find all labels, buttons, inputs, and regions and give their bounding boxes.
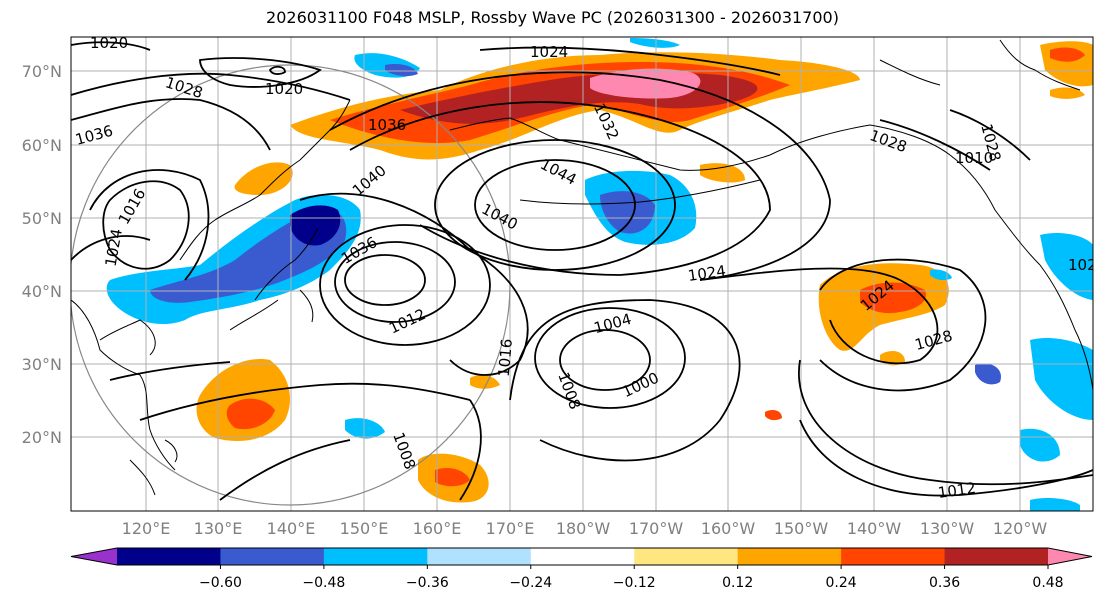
longitude-labels: 120°E 130°E 140°E 150°E 160°E 170°E 180°…: [122, 519, 1048, 538]
contour-label: 1024: [1068, 256, 1105, 274]
graticule: [71, 37, 1093, 511]
colorbar-tick-label: 0.48: [1032, 575, 1063, 591]
lon-label: 150°W: [774, 519, 829, 538]
colorbar-max-extension: [1048, 548, 1092, 565]
lon-label: 160°W: [701, 519, 756, 538]
contour-label: 1020: [265, 80, 303, 98]
positive-anomaly-shading: [196, 41, 1093, 503]
colorbar-min-extension: [71, 548, 117, 565]
latitude-labels: 70°N 60°N 50°N 40°N 30°N 20°N: [22, 62, 62, 447]
lon-label: 170°W: [629, 519, 684, 538]
lat-label: 40°N: [22, 282, 62, 301]
lon-label: 140°E: [267, 519, 316, 538]
colorbar-outline: [70, 547, 1093, 566]
lat-label: 50°N: [22, 209, 62, 228]
reference-circle: [71, 64, 511, 506]
lat-label: 30°N: [22, 355, 62, 374]
mslp-contours: [71, 41, 1093, 501]
lon-label: 120°E: [122, 519, 171, 538]
colorbar-tick-label: 0.24: [826, 575, 857, 591]
lat-label: 60°N: [22, 136, 62, 155]
colorbar-tick-label: −0.12: [613, 575, 656, 591]
contour-label: 1012: [937, 479, 977, 502]
colorbar-segment: [220, 548, 325, 565]
colorbar-tick-label: −0.24: [509, 575, 552, 591]
contour-label: 1020: [90, 34, 128, 52]
colorbar-tick-label: 0.12: [722, 575, 753, 591]
colorbar-segment: [944, 548, 1049, 565]
colorbar-segment: [323, 548, 428, 565]
colorbar-segment: [634, 548, 739, 565]
colorbar-segment: [841, 548, 946, 565]
colorbar: −0.60 −0.48 −0.36 −0.24 −0.12 0.12 0.24 0.36 0.4…: [70, 547, 1093, 591]
lat-label: 70°N: [22, 62, 62, 81]
contour-label: 1036: [368, 116, 406, 134]
lon-label: 130°E: [194, 519, 243, 538]
lon-label: 170°E: [486, 519, 535, 538]
map-frame: [70, 36, 1094, 512]
lon-label: 180°W: [556, 519, 611, 538]
lon-label: 150°E: [340, 519, 389, 538]
map-title: 2026031100 F048 MSLP, Rossby Wave PC (20…: [266, 8, 839, 27]
contour-label: 1024: [687, 262, 727, 285]
lat-label: 20°N: [22, 428, 62, 447]
colorbar-tick-label: −0.36: [406, 575, 449, 591]
negative-anomaly-shading: [106, 38, 1093, 511]
colorbar-segment: [117, 548, 221, 565]
lon-label: 140°W: [847, 519, 902, 538]
colorbar-segment: [737, 548, 842, 565]
contour-label: 1016: [495, 338, 516, 378]
lon-label: 160°E: [413, 519, 462, 538]
contour-label: 1010: [955, 149, 993, 167]
colorbar-tick-label: −0.48: [302, 575, 345, 591]
lon-label: 120°W: [993, 519, 1048, 538]
contour-label: 1024: [530, 43, 568, 61]
colorbar-segment: [427, 548, 532, 565]
colorbar-segment: [530, 548, 635, 565]
lon-label: 130°W: [920, 519, 975, 538]
colorbar-tick-label: −0.60: [199, 575, 242, 591]
colorbar-tick-label: 0.36: [929, 575, 960, 591]
